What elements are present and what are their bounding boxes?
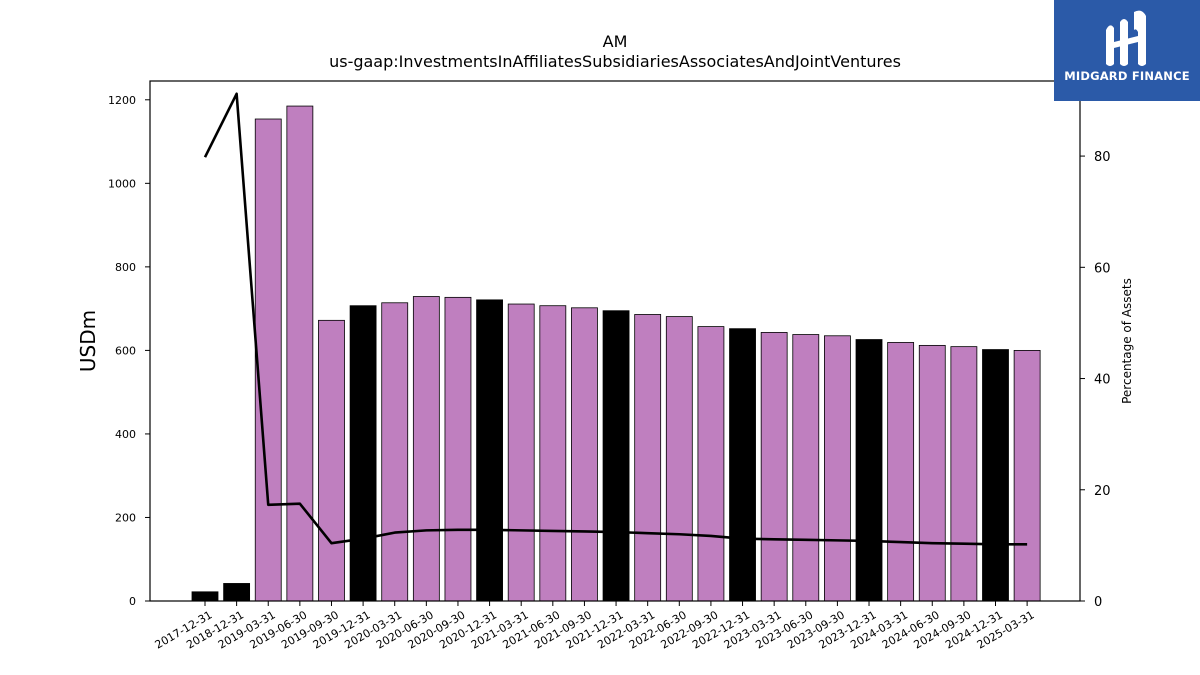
y2-tick-label-0: 0 xyxy=(1094,595,1102,610)
bar-2021-12-31 xyxy=(602,310,630,602)
bar-2024-06-30 xyxy=(918,344,946,602)
bar-2019-06-30 xyxy=(286,105,314,602)
bar-2024-09-30 xyxy=(950,346,978,602)
bar-2021-03-31 xyxy=(507,303,535,602)
bar-2021-06-30 xyxy=(539,305,567,602)
y2-tick-label-60: 60 xyxy=(1094,261,1111,276)
chart-title-concept: us-gaap:InvestmentsInAffiliatesSubsidiar… xyxy=(329,52,901,71)
bar-2020-06-30 xyxy=(412,296,440,602)
bar-2017-12-31 xyxy=(191,591,219,602)
bar-2020-12-31 xyxy=(476,299,503,602)
midgard-logo-icon xyxy=(1106,10,1146,67)
bar-2020-03-31 xyxy=(381,302,409,602)
y-tick-label-1200: 1200 xyxy=(108,94,136,107)
bar-2024-12-31 xyxy=(982,349,1009,602)
y-tick-label-200: 200 xyxy=(115,511,136,524)
y-tick-label-0: 0 xyxy=(129,595,136,608)
chart-title-ticker: AM xyxy=(602,32,628,51)
bar-2019-09-30 xyxy=(318,319,345,602)
bar-2025-03-31 xyxy=(1013,349,1041,602)
y-tick-label-1000: 1000 xyxy=(108,177,136,190)
y-axis-label: USDm xyxy=(76,310,100,372)
y-tick-label-800: 800 xyxy=(115,261,136,274)
y-tick-label-400: 400 xyxy=(115,428,136,441)
y2-tick-label-20: 20 xyxy=(1094,484,1111,499)
bar-2024-03-31 xyxy=(887,342,915,602)
y2-tick-label-40: 40 xyxy=(1094,373,1111,388)
bar-2022-06-30 xyxy=(665,316,693,602)
bar-2019-12-31 xyxy=(349,305,377,602)
bar-2021-09-30 xyxy=(571,307,598,602)
y2-axis-label: Percentage of Assets xyxy=(1120,278,1134,404)
bar-2019-03-31 xyxy=(254,118,282,602)
midgard-finance-logo: MIDGARD FINANCE xyxy=(1054,0,1200,101)
y-tick-label-600: 600 xyxy=(115,344,136,357)
bar-2022-09-30 xyxy=(697,326,725,602)
bar-2022-12-31 xyxy=(729,328,756,602)
percentage-of-assets-line xyxy=(203,92,1028,546)
bar-2023-09-30 xyxy=(824,335,851,602)
bar-2023-06-30 xyxy=(792,334,820,602)
bar-2018-12-31 xyxy=(223,583,251,602)
plot-frame xyxy=(149,80,1081,602)
bar-2020-09-30 xyxy=(444,296,472,602)
bar-2022-03-31 xyxy=(634,314,662,602)
bar-2023-03-31 xyxy=(760,332,788,602)
y2-tick-label-80: 80 xyxy=(1094,150,1111,165)
bar-2023-12-31 xyxy=(855,339,883,602)
logo-text: MIDGARD FINANCE xyxy=(1064,69,1190,83)
